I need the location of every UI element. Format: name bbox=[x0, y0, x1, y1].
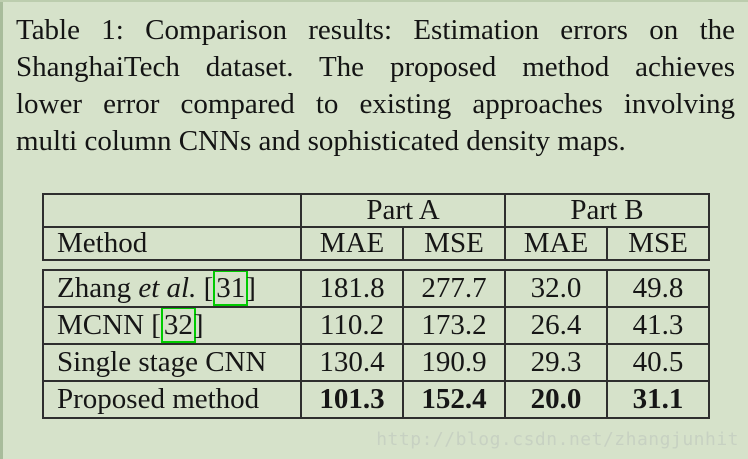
caption-line: ShanghaiTech dataset. The proposed metho… bbox=[16, 51, 735, 83]
method-name: Single stage CNN bbox=[57, 346, 267, 378]
value-cell-mae-a: 130.4 bbox=[300, 345, 402, 380]
method-cell: MCNN [32] bbox=[44, 308, 300, 343]
value-cell-mse-b: 41.3 bbox=[606, 308, 708, 343]
value-cell-mse-b: 49.8 bbox=[606, 271, 708, 306]
value-cell-mse-a: 173.2 bbox=[402, 308, 504, 343]
method-cell: Proposed method bbox=[44, 382, 300, 417]
caption-line: lower error compared to existing approac… bbox=[16, 88, 735, 120]
method-name: Proposed method bbox=[57, 383, 260, 415]
value-cell-mae-b: 29.3 bbox=[504, 345, 606, 380]
bracket: ] bbox=[193, 309, 204, 341]
header-cell-mae-b: MAE bbox=[504, 228, 606, 259]
citation-link-31[interactable]: 31 bbox=[213, 271, 249, 306]
method-name: Zhang bbox=[57, 272, 139, 304]
value-cell-mse-a: 277.7 bbox=[402, 271, 504, 306]
method-name-italic: et al. bbox=[138, 272, 197, 304]
caption-line: Table 1: Comparison results: Estimation … bbox=[16, 14, 735, 46]
header-cell-mae-a: MAE bbox=[300, 228, 402, 259]
header-cell-part-b: Part B bbox=[504, 195, 708, 226]
header-cell-method: Method bbox=[57, 228, 148, 259]
citation-link-32[interactable]: 32 bbox=[160, 308, 196, 343]
value-cell-mae-a: 110.2 bbox=[300, 308, 402, 343]
method-cell: Zhang et al. [31] bbox=[44, 271, 300, 306]
table-row-single-stage: Single stage CNN 130.4 190.9 29.3 40.5 bbox=[44, 343, 708, 380]
table-metric-header-row: Method MAE MSE MAE MSE bbox=[44, 226, 708, 259]
value-cell-mae-b: 20.0 bbox=[504, 382, 606, 417]
table-header-block: Part A Part B Method MAE MSE MAE MSE bbox=[42, 193, 710, 261]
value-cell-mae-b: 26.4 bbox=[504, 308, 606, 343]
bracket: [ bbox=[196, 272, 214, 304]
table-row-mcnn: MCNN [32] 110.2 173.2 26.4 41.3 bbox=[44, 306, 708, 343]
table-body-block: Zhang et al. [31] 181.8 277.7 32.0 49.8 … bbox=[42, 269, 710, 419]
csdn-watermark: http://blog.csdn.net/zhangjunhit bbox=[376, 429, 739, 450]
caption-line: multi column CNNs and sophisticated dens… bbox=[16, 125, 626, 157]
value-cell-mae-a: 181.8 bbox=[300, 271, 402, 306]
value-cell-mae-a: 101.3 bbox=[300, 382, 402, 417]
header-cell-part-a: Part A bbox=[300, 195, 504, 226]
bracket: ] bbox=[246, 272, 256, 304]
screenshot-edge-top bbox=[0, 0, 748, 2]
value-cell-mse-b: 31.1 bbox=[606, 382, 708, 417]
value-cell-mse-a: 152.4 bbox=[402, 382, 504, 417]
method-cell: Single stage CNN bbox=[44, 345, 300, 380]
empty-corner-cell bbox=[44, 195, 300, 226]
header-cell-mse-a: MSE bbox=[402, 228, 504, 259]
comparison-table: Part A Part B Method MAE MSE MAE MSE Zha… bbox=[42, 193, 710, 419]
table-group-header-row: Part A Part B bbox=[44, 195, 708, 226]
table-row-proposed: Proposed method 101.3 152.4 20.0 31.1 bbox=[44, 380, 708, 417]
value-cell-mse-a: 190.9 bbox=[402, 345, 504, 380]
value-cell-mse-b: 40.5 bbox=[606, 345, 708, 380]
header-cell-mse-b: MSE bbox=[606, 228, 708, 259]
table-caption: Table 1: Comparison results: Estimation … bbox=[16, 12, 735, 160]
value-cell-mae-b: 32.0 bbox=[504, 271, 606, 306]
double-rule-gap bbox=[42, 261, 710, 269]
table-row-zhang: Zhang et al. [31] 181.8 277.7 32.0 49.8 bbox=[44, 271, 708, 306]
screenshot-edge-left bbox=[0, 0, 3, 459]
method-name: MCNN [ bbox=[57, 309, 161, 341]
